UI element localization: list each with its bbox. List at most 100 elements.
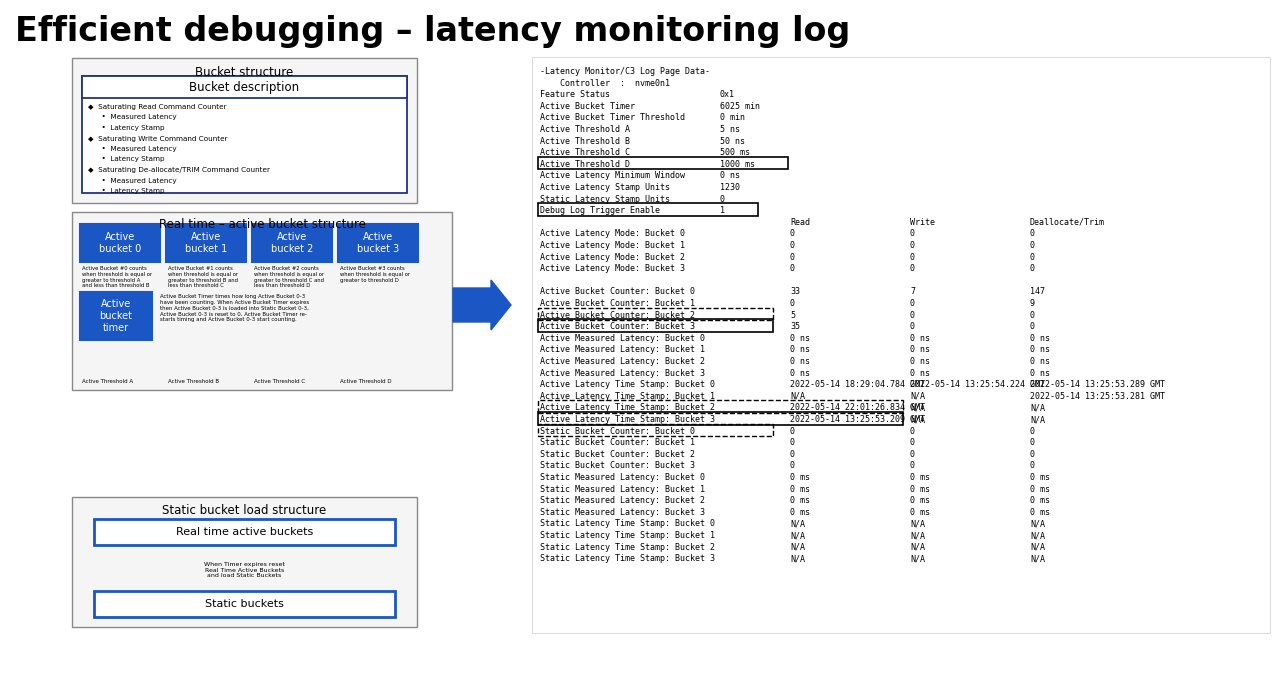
Text: -Latency Monitor/C3 Log Page Data-: -Latency Monitor/C3 Log Page Data- xyxy=(540,67,710,76)
Text: 0 ns: 0 ns xyxy=(1030,357,1050,366)
Text: 0: 0 xyxy=(790,439,795,447)
Text: 0: 0 xyxy=(790,241,795,250)
Text: Active Bucket Timer: Active Bucket Timer xyxy=(540,101,635,111)
Text: 0: 0 xyxy=(910,252,915,261)
FancyBboxPatch shape xyxy=(532,57,1270,633)
Text: Read: Read xyxy=(790,218,810,227)
Text: Static Measured Latency: Bucket 3: Static Measured Latency: Bucket 3 xyxy=(540,508,705,517)
Text: Active
bucket 0: Active bucket 0 xyxy=(99,232,141,254)
Text: 5 ns: 5 ns xyxy=(719,125,740,134)
FancyBboxPatch shape xyxy=(72,58,417,203)
Text: ◆  Saturating Write Command Counter: ◆ Saturating Write Command Counter xyxy=(88,136,228,142)
Text: 0: 0 xyxy=(1030,427,1036,436)
Text: 147: 147 xyxy=(1030,288,1044,296)
Text: Static Bucket Counter: Bucket 2: Static Bucket Counter: Bucket 2 xyxy=(540,450,695,459)
Text: 0 ms: 0 ms xyxy=(910,508,931,517)
Text: 0 ms: 0 ms xyxy=(910,473,931,482)
Text: 0 ns: 0 ns xyxy=(910,368,931,377)
Text: •  Latency Stamp: • Latency Stamp xyxy=(88,125,165,131)
FancyBboxPatch shape xyxy=(72,497,417,627)
Text: N/A: N/A xyxy=(790,554,805,563)
Text: 0: 0 xyxy=(1030,264,1036,273)
Text: 0 ms: 0 ms xyxy=(910,484,931,493)
Text: Static Measured Latency: Bucket 1: Static Measured Latency: Bucket 1 xyxy=(540,484,705,493)
Text: N/A: N/A xyxy=(790,392,805,401)
FancyBboxPatch shape xyxy=(93,591,396,617)
Text: 0: 0 xyxy=(1030,252,1036,261)
Text: 0 ns: 0 ns xyxy=(1030,345,1050,354)
Text: 2022-05-14 13:25:54.224 GMT: 2022-05-14 13:25:54.224 GMT xyxy=(910,380,1044,389)
Text: N/A: N/A xyxy=(910,543,925,552)
Text: 0: 0 xyxy=(910,264,915,273)
Text: Active Bucket Counter: Bucket 2: Active Bucket Counter: Bucket 2 xyxy=(540,311,695,320)
Text: Active Latency Mode: Bucket 0: Active Latency Mode: Bucket 0 xyxy=(540,229,685,238)
Text: N/A: N/A xyxy=(1030,554,1044,563)
Text: 0: 0 xyxy=(790,229,795,238)
Text: 0 ns: 0 ns xyxy=(790,357,810,366)
Text: 5: 5 xyxy=(790,311,795,320)
FancyArrow shape xyxy=(453,280,511,330)
Text: Active Measured Latency: Bucket 0: Active Measured Latency: Bucket 0 xyxy=(540,334,705,343)
Text: N/A: N/A xyxy=(1030,403,1044,412)
Text: Active Latency Time Stamp: Bucket 0: Active Latency Time Stamp: Bucket 0 xyxy=(540,380,716,389)
Text: 0: 0 xyxy=(910,229,915,238)
Text: Active Latency Mode: Bucket 3: Active Latency Mode: Bucket 3 xyxy=(540,264,685,273)
Text: Active
bucket
timer: Active bucket timer xyxy=(100,300,133,333)
Text: N/A: N/A xyxy=(1030,543,1044,552)
Text: N/A: N/A xyxy=(910,531,925,540)
Text: 0 ms: 0 ms xyxy=(790,484,810,493)
Text: 0: 0 xyxy=(1030,311,1036,320)
Text: 2022-05-14 22:01:26.834 GMT: 2022-05-14 22:01:26.834 GMT xyxy=(790,403,925,412)
Text: N/A: N/A xyxy=(790,519,805,528)
Text: Active Threshold A: Active Threshold A xyxy=(540,125,630,134)
Text: 6025 min: 6025 min xyxy=(719,101,760,111)
Text: Active Threshold D: Active Threshold D xyxy=(340,379,392,384)
Text: Static Latency Stamp Units: Static Latency Stamp Units xyxy=(540,195,669,204)
Text: 0 ns: 0 ns xyxy=(719,172,740,181)
Text: ◆  Saturating Read Command Counter: ◆ Saturating Read Command Counter xyxy=(88,104,227,110)
Text: 0: 0 xyxy=(910,461,915,471)
Text: •  Latency Stamp: • Latency Stamp xyxy=(88,156,165,163)
Text: 0 ns: 0 ns xyxy=(910,357,931,366)
Text: •  Latency Stamp: • Latency Stamp xyxy=(88,188,165,194)
Text: 0 ms: 0 ms xyxy=(790,473,810,482)
Text: N/A: N/A xyxy=(1030,519,1044,528)
Text: N/A: N/A xyxy=(910,392,925,401)
Text: N/A: N/A xyxy=(910,554,925,563)
Text: 0: 0 xyxy=(910,439,915,447)
Text: Active Latency Time Stamp: Bucket 3: Active Latency Time Stamp: Bucket 3 xyxy=(540,415,716,424)
Text: Active Bucket Timer times how long Active Bucket 0-3
have been counting. When Ac: Active Bucket Timer times how long Activ… xyxy=(160,294,310,322)
Text: 0 ns: 0 ns xyxy=(910,345,931,354)
Text: Active Threshold D: Active Threshold D xyxy=(540,160,630,169)
Text: Active Bucket Timer Threshold: Active Bucket Timer Threshold xyxy=(540,113,685,122)
Text: N/A: N/A xyxy=(1030,531,1044,540)
FancyBboxPatch shape xyxy=(166,224,246,262)
Text: 0: 0 xyxy=(910,299,915,308)
Text: 0 ms: 0 ms xyxy=(790,496,810,505)
Text: Active Measured Latency: Bucket 2: Active Measured Latency: Bucket 2 xyxy=(540,357,705,366)
Text: Deallocate/Trim: Deallocate/Trim xyxy=(1030,218,1105,227)
Text: Active Threshold C: Active Threshold C xyxy=(253,379,305,384)
Text: 33: 33 xyxy=(790,288,800,296)
Text: N/A: N/A xyxy=(910,519,925,528)
Text: Debug Log Trigger Enable: Debug Log Trigger Enable xyxy=(540,206,660,215)
Text: 50 ns: 50 ns xyxy=(719,137,745,145)
Text: Static Latency Time Stamp: Bucket 0: Static Latency Time Stamp: Bucket 0 xyxy=(540,519,716,528)
Text: 0: 0 xyxy=(790,252,795,261)
Text: Efficient debugging – latency monitoring log: Efficient debugging – latency monitoring… xyxy=(15,15,850,48)
Text: Active Bucket #2 counts
when threshold is equal or
greater to threshold C and
le: Active Bucket #2 counts when threshold i… xyxy=(253,266,324,288)
Text: Static Latency Time Stamp: Bucket 2: Static Latency Time Stamp: Bucket 2 xyxy=(540,543,716,552)
Text: Static Bucket Counter: Bucket 1: Static Bucket Counter: Bucket 1 xyxy=(540,439,695,447)
Text: 0: 0 xyxy=(719,195,724,204)
Text: 2022-05-14 13:25:53.209 GMT: 2022-05-14 13:25:53.209 GMT xyxy=(790,415,925,424)
Text: Active Threshold C: Active Threshold C xyxy=(540,148,630,157)
Text: Active Latency Time Stamp: Bucket 2: Active Latency Time Stamp: Bucket 2 xyxy=(540,403,716,412)
Text: N/A: N/A xyxy=(910,403,925,412)
Text: 0: 0 xyxy=(910,450,915,459)
Text: 0 ns: 0 ns xyxy=(790,368,810,377)
Text: Active Latency Time Stamp: Bucket 1: Active Latency Time Stamp: Bucket 1 xyxy=(540,392,716,401)
Text: Active Measured Latency: Bucket 3: Active Measured Latency: Bucket 3 xyxy=(540,368,705,377)
Text: Real time – active bucket structure: Real time – active bucket structure xyxy=(159,218,365,231)
Text: Active Threshold B: Active Threshold B xyxy=(168,379,219,384)
Text: Static Measured Latency: Bucket 0: Static Measured Latency: Bucket 0 xyxy=(540,473,705,482)
